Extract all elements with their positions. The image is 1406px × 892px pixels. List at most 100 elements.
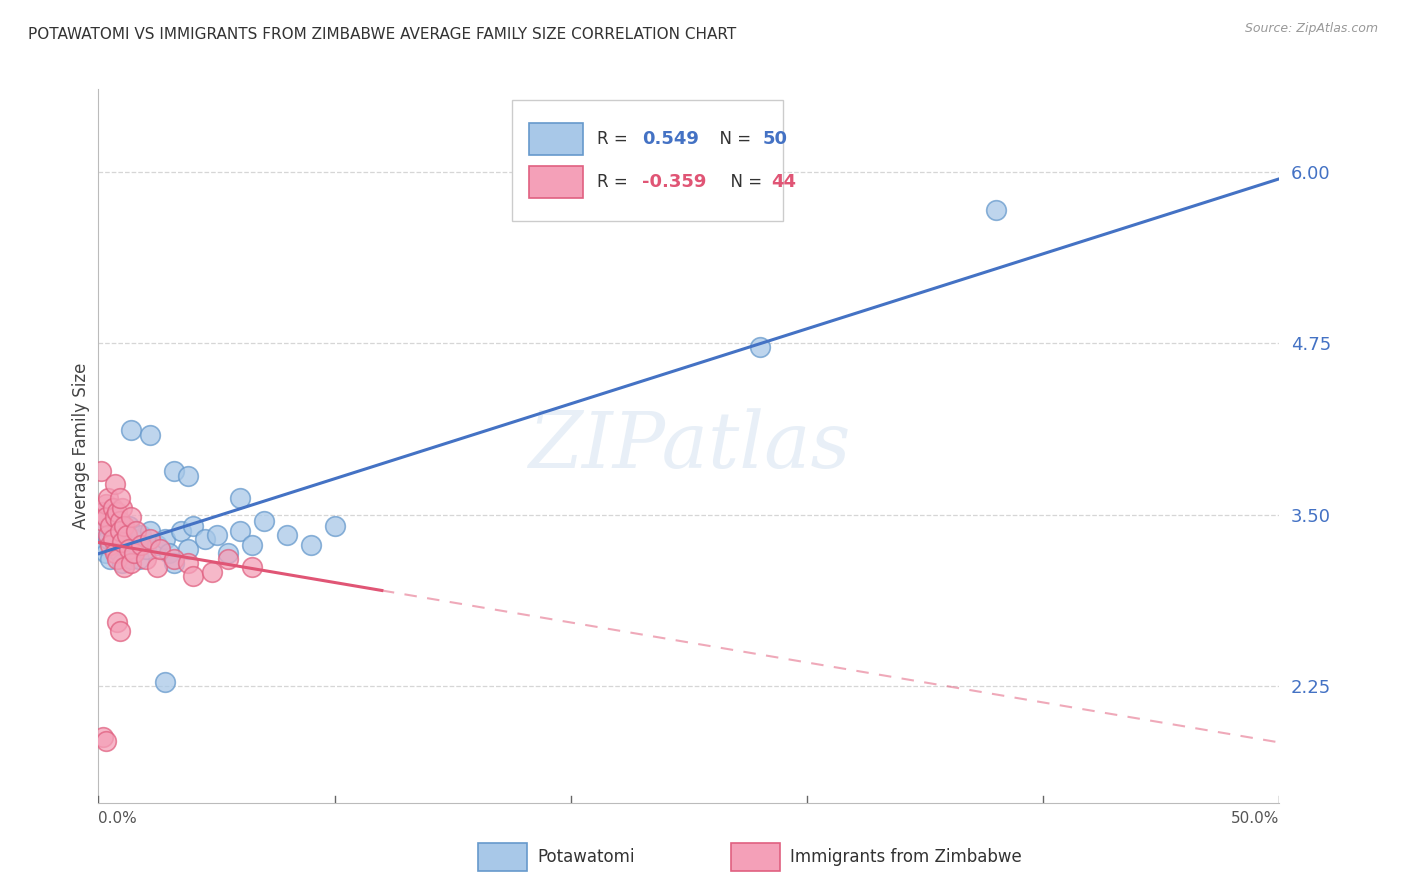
Text: N =: N = (709, 130, 756, 148)
Point (91, 730, 114, 744)
Point (323, 518, 346, 533)
Text: Potawatomi: Potawatomi (537, 848, 634, 866)
Point (748, 340, 770, 354)
Point (128, 551, 150, 566)
Point (177, 469, 200, 483)
Point (194, 533, 217, 547)
Point (153, 675, 176, 690)
Point (112, 518, 135, 533)
Point (121, 556, 143, 570)
Point (205, 528, 228, 542)
Point (98, 538, 121, 552)
Point (112, 559, 135, 574)
Point (105, 615, 128, 629)
Point (97, 491, 120, 505)
Point (97, 510, 120, 524)
Point (104, 477, 127, 491)
Point (98, 551, 121, 566)
Text: 0.549: 0.549 (641, 130, 699, 148)
Point (217, 551, 239, 566)
Text: 50: 50 (762, 130, 787, 148)
Point (122, 533, 145, 547)
Point (984, 202, 1007, 217)
Text: -0.359: -0.359 (641, 173, 706, 191)
Point (98, 518, 121, 533)
Point (94, 510, 117, 524)
Point (108, 524, 131, 538)
Point (135, 541, 157, 556)
Text: Source: ZipAtlas.com: Source: ZipAtlas.com (1244, 22, 1378, 36)
Text: Immigrants from Zimbabwe: Immigrants from Zimbabwe (790, 848, 1022, 866)
Point (112, 528, 135, 542)
Point (118, 541, 141, 556)
Point (229, 491, 252, 505)
Text: R =: R = (596, 173, 633, 191)
Text: 44: 44 (772, 173, 797, 191)
Point (108, 546, 131, 560)
Point (115, 528, 138, 542)
Point (104, 541, 127, 556)
Text: R =: R = (596, 130, 633, 148)
Point (139, 533, 162, 547)
Point (121, 551, 143, 566)
Point (240, 559, 263, 574)
Point (146, 559, 169, 574)
Point (91, 505, 114, 519)
Point (111, 500, 134, 515)
Point (101, 526, 124, 541)
Point (240, 538, 263, 552)
Point (101, 533, 124, 547)
Point (163, 464, 186, 478)
Point (91, 515, 114, 529)
Point (170, 524, 193, 538)
Point (118, 518, 141, 533)
Point (94, 734, 117, 748)
Point (181, 569, 204, 583)
Point (163, 556, 186, 570)
Point (104, 513, 127, 527)
FancyBboxPatch shape (530, 166, 582, 198)
Point (104, 546, 127, 560)
Point (108, 515, 131, 529)
Point (94, 497, 117, 511)
Point (129, 538, 152, 552)
Y-axis label: Average Family Size: Average Family Size (72, 363, 90, 529)
Point (253, 515, 276, 529)
Point (122, 546, 145, 560)
Point (91, 524, 114, 538)
Point (108, 624, 131, 639)
Point (90, 464, 112, 478)
Point (299, 538, 322, 552)
Point (135, 551, 157, 566)
Text: POTAWATOMI VS IMMIGRANTS FROM ZIMBABWE AVERAGE FAMILY SIZE CORRELATION CHART: POTAWATOMI VS IMMIGRANTS FROM ZIMBABWE A… (28, 27, 737, 42)
Point (146, 538, 169, 552)
Point (115, 541, 138, 556)
Point (105, 551, 128, 566)
Point (121, 510, 143, 524)
Point (157, 546, 180, 560)
Point (97, 533, 120, 547)
Text: ZIPatlas: ZIPatlas (527, 408, 851, 484)
Point (153, 533, 176, 547)
Point (139, 524, 162, 538)
Point (139, 428, 162, 442)
Point (90, 538, 112, 552)
Point (101, 500, 124, 515)
Point (111, 538, 134, 552)
Point (111, 535, 134, 549)
Point (149, 541, 172, 556)
Point (94, 546, 117, 560)
Point (129, 528, 152, 542)
Point (177, 556, 200, 570)
Point (91, 505, 114, 519)
Point (104, 510, 127, 524)
Text: N =: N = (720, 173, 768, 191)
Point (181, 518, 204, 533)
Point (98, 518, 121, 533)
Point (125, 538, 148, 552)
Point (229, 524, 252, 538)
Point (163, 551, 186, 566)
FancyBboxPatch shape (512, 100, 783, 221)
Text: 0.0%: 0.0% (98, 811, 138, 826)
Point (121, 423, 143, 437)
